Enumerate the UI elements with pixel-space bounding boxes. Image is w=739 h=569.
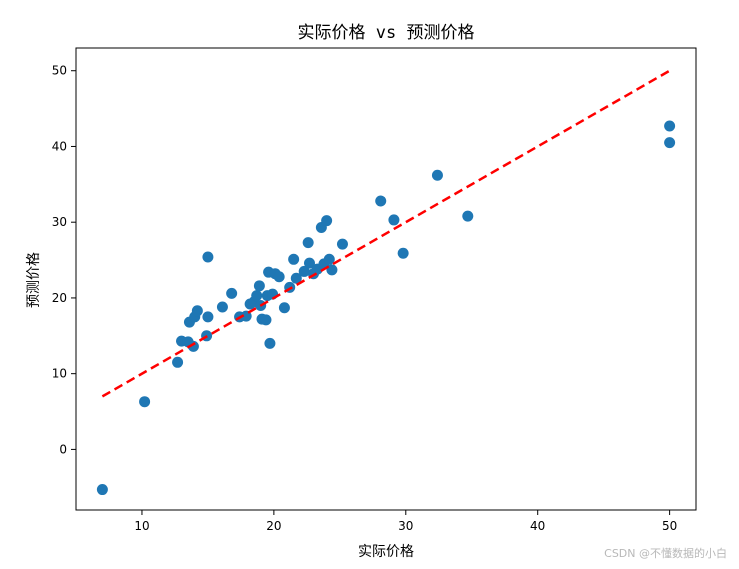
reference-line xyxy=(101,69,671,398)
plot-frame xyxy=(75,47,697,511)
y-tick-label: 0 xyxy=(59,442,67,456)
data-point xyxy=(288,253,300,265)
x-tick-label: 50 xyxy=(662,519,677,533)
y-tick-label: 20 xyxy=(52,291,67,305)
data-point xyxy=(323,253,335,265)
data-point xyxy=(298,265,310,277)
data-point xyxy=(216,301,228,313)
y-tick-label: 40 xyxy=(52,139,67,153)
chart-title: 实际价格 vs 预测价格 xyxy=(298,23,475,43)
watermark: CSDN @不懂数据的小白 xyxy=(604,547,727,560)
data-point xyxy=(251,290,263,302)
x-tick-label: 30 xyxy=(398,519,413,533)
data-point xyxy=(278,302,290,314)
data-point xyxy=(664,120,676,132)
data-point xyxy=(431,169,443,181)
data-point xyxy=(260,314,272,326)
y-tick-label: 10 xyxy=(52,367,67,381)
data-point xyxy=(664,137,676,149)
data-point xyxy=(336,238,348,250)
data-point xyxy=(172,356,184,368)
data-point xyxy=(388,214,400,226)
x-tick-label: 10 xyxy=(134,519,149,533)
data-point xyxy=(253,280,265,292)
data-point xyxy=(290,272,302,284)
data-point xyxy=(326,264,338,276)
data-point xyxy=(264,337,276,349)
data-point xyxy=(226,287,238,299)
data-point xyxy=(96,484,108,496)
data-point xyxy=(202,251,214,263)
x-axis-label: 实际价格 xyxy=(358,544,414,560)
y-tick-label: 30 xyxy=(52,215,67,229)
data-point xyxy=(321,215,333,227)
data-point xyxy=(303,257,315,269)
data-point xyxy=(187,340,199,352)
data-point xyxy=(302,237,314,249)
x-tick-label: 40 xyxy=(530,519,545,533)
x-tick-label: 20 xyxy=(266,519,281,533)
y-axis-label: 预测价格 xyxy=(26,252,42,308)
data-point xyxy=(202,311,214,323)
data-point xyxy=(375,195,387,207)
data-point xyxy=(397,247,409,259)
y-tick-label: 50 xyxy=(52,64,67,78)
data-point xyxy=(139,396,151,408)
data-point xyxy=(462,210,474,222)
data-point xyxy=(273,271,285,283)
data-point xyxy=(191,305,203,317)
